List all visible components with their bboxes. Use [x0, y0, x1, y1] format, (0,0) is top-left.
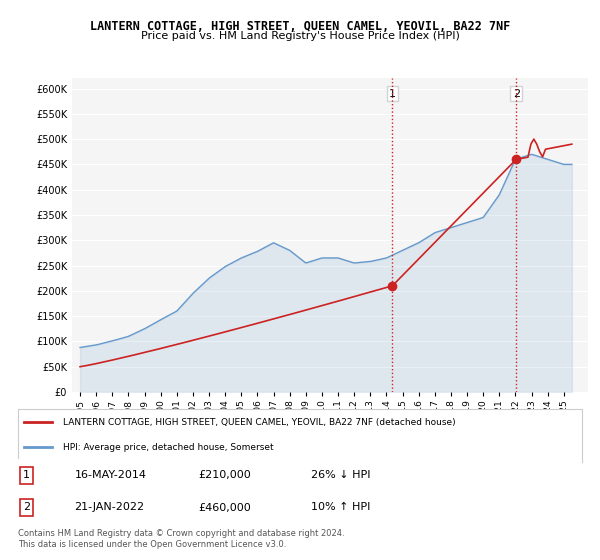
Text: Contains HM Land Registry data © Crown copyright and database right 2024.
This d: Contains HM Land Registry data © Crown c… [18, 529, 344, 549]
Text: Price paid vs. HM Land Registry's House Price Index (HPI): Price paid vs. HM Land Registry's House … [140, 31, 460, 41]
Text: 21-JAN-2022: 21-JAN-2022 [74, 502, 145, 512]
Text: 10% ↑ HPI: 10% ↑ HPI [311, 502, 371, 512]
Text: 1: 1 [389, 88, 396, 99]
Text: £210,000: £210,000 [199, 470, 251, 480]
Text: LANTERN COTTAGE, HIGH STREET, QUEEN CAMEL, YEOVIL, BA22 7NF (detached house): LANTERN COTTAGE, HIGH STREET, QUEEN CAME… [63, 418, 456, 427]
Text: 16-MAY-2014: 16-MAY-2014 [74, 470, 146, 480]
Text: LANTERN COTTAGE, HIGH STREET, QUEEN CAMEL, YEOVIL, BA22 7NF: LANTERN COTTAGE, HIGH STREET, QUEEN CAME… [90, 20, 510, 32]
Text: 26% ↓ HPI: 26% ↓ HPI [311, 470, 371, 480]
Text: 2: 2 [512, 88, 520, 99]
Text: 1: 1 [23, 470, 30, 480]
Text: HPI: Average price, detached house, Somerset: HPI: Average price, detached house, Some… [63, 442, 274, 451]
Text: £460,000: £460,000 [199, 502, 251, 512]
Text: 2: 2 [23, 502, 30, 512]
